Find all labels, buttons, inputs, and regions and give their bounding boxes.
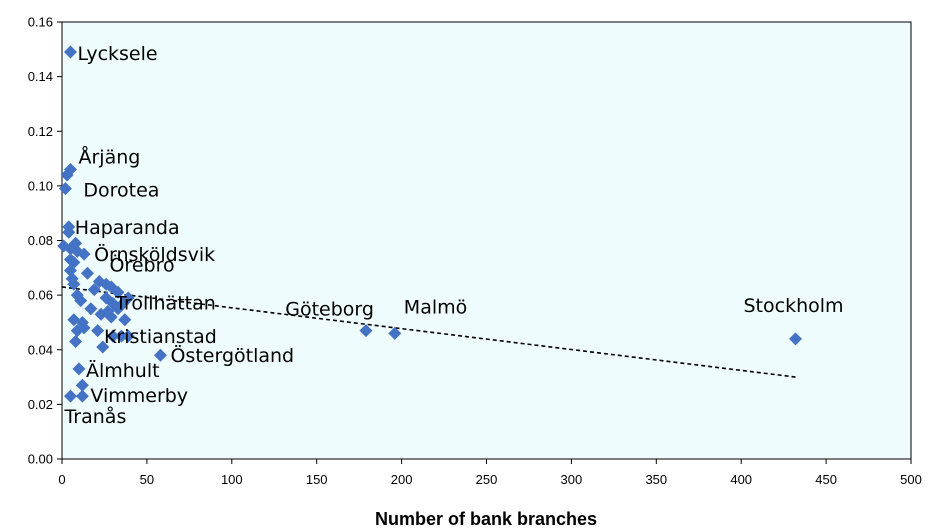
data-point: [63, 162, 77, 176]
y-tick-label: 0.08: [28, 233, 53, 248]
data-point: [60, 168, 74, 182]
data-label: Göteborg: [285, 299, 374, 321]
y-tick-label: 0.00: [28, 452, 53, 467]
data-point: [69, 335, 83, 349]
data-point: [91, 324, 105, 338]
y-tick-label: 0.10: [28, 178, 53, 193]
data-point: [67, 277, 81, 291]
data-label: Örnsköldsvik: [94, 243, 215, 266]
data-point: [70, 324, 84, 338]
data-label: Östergötland: [170, 344, 294, 367]
data-label: Stockholm: [744, 295, 844, 317]
y-tick-label: 0.14: [28, 69, 53, 84]
data-points: [57, 45, 803, 403]
data-point: [111, 285, 125, 299]
data-point: [789, 332, 803, 346]
x-tick-label: 300: [561, 472, 583, 487]
data-point: [96, 340, 110, 354]
x-tick-label: 200: [391, 472, 413, 487]
x-tick-label: 0: [58, 472, 65, 487]
data-label: Malmö: [404, 296, 467, 318]
y-axis: 0.00 0.02 0.04 0.06 0.08 0.10 0.12 0.14 0.16: [28, 15, 62, 467]
data-point: [359, 324, 373, 338]
data-point: [121, 329, 135, 343]
point-labels: Lycksele Årjäng Dorotea Haparanda Örnsköldsv…: [63, 43, 843, 428]
x-axis: 0 50 100 150 200 250 300 350 400 450 500: [58, 459, 922, 487]
data-label: Älmhult: [86, 359, 160, 382]
data-point: [153, 348, 167, 362]
y-tick-label: 0.12: [28, 124, 53, 139]
data-point: [58, 182, 72, 196]
data-point: [106, 329, 120, 343]
data-point: [75, 389, 89, 403]
data-label: Årjäng: [78, 145, 140, 168]
data-point: [74, 294, 88, 308]
x-tick-label: 400: [730, 472, 752, 487]
data-point: [111, 302, 125, 316]
x-tick-label: 250: [476, 472, 498, 487]
y-tick-label: 0.02: [28, 397, 53, 412]
data-label: Örebro: [109, 253, 174, 276]
data-point: [77, 247, 91, 261]
data-label: Vimmerby: [90, 385, 188, 407]
data-point: [84, 302, 98, 316]
data-point: [94, 307, 108, 321]
data-point: [87, 283, 101, 297]
y-tick-label: 0.04: [28, 342, 53, 357]
data-label: Lycksele: [77, 43, 157, 65]
data-point: [62, 225, 76, 239]
data-point: [104, 310, 118, 324]
data-point: [75, 378, 89, 392]
x-tick-label: 350: [645, 472, 667, 487]
data-point: [388, 326, 402, 340]
data-point: [63, 389, 77, 403]
data-label: Kristianstad: [104, 326, 217, 348]
data-label: Haparanda: [75, 217, 180, 239]
data-point: [80, 266, 94, 280]
x-tick-label: 50: [140, 472, 154, 487]
data-point: [118, 313, 132, 327]
x-tick-label: 150: [306, 472, 328, 487]
x-tick-label: 100: [221, 472, 243, 487]
data-label: Dorotea: [83, 180, 159, 202]
plot-area: [61, 21, 912, 460]
data-point: [72, 362, 86, 376]
y-tick-label: 0.16: [28, 15, 53, 30]
y-tick-label: 0.06: [28, 288, 53, 303]
data-label: Tranås: [63, 405, 126, 428]
data-label: Trollhättan: [114, 292, 216, 314]
x-axis-title: Number of bank branches: [375, 509, 597, 529]
x-tick-label: 500: [900, 472, 922, 487]
data-point: [114, 329, 128, 343]
data-point: [63, 45, 77, 59]
x-tick-label: 450: [815, 472, 837, 487]
